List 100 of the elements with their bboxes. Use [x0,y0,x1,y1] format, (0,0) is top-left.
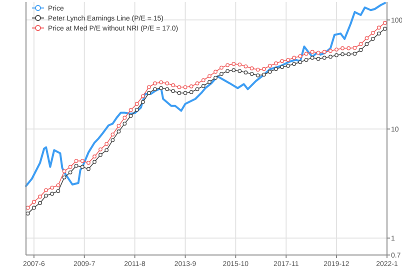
point [274,61,278,66]
point [280,59,284,63]
point [32,200,36,204]
line-series [25,2,386,188]
point [214,70,218,74]
point [214,76,218,80]
point [201,84,206,88]
point [238,62,242,66]
point [322,50,326,54]
point [310,56,314,60]
point [346,52,351,56]
point [238,69,242,73]
point [292,56,296,60]
point [232,68,236,72]
point [74,158,78,163]
point [68,170,72,174]
point [334,48,338,52]
point [382,20,387,25]
point [177,91,182,95]
point [38,201,42,205]
point [292,62,296,66]
point [298,60,302,64]
point [340,46,344,50]
point [346,46,351,50]
point [92,154,96,158]
point [104,148,109,152]
point [146,91,151,95]
point [153,87,157,92]
point [62,175,66,180]
point [316,50,320,55]
point [340,52,344,56]
point [352,46,357,50]
point [165,87,170,92]
point [153,81,157,86]
point [226,63,230,68]
point [189,90,194,94]
point [44,188,48,192]
point [195,87,200,92]
point [274,67,278,71]
point [80,158,84,163]
point [122,116,127,120]
point [382,26,387,31]
point [110,132,115,136]
point [183,91,188,95]
point [268,64,272,68]
point [220,66,224,70]
point [134,108,139,112]
point [334,53,338,58]
point [370,30,375,35]
point [159,80,164,84]
point [140,94,145,98]
point [286,64,290,68]
point [122,122,127,126]
point [286,58,290,62]
point [38,194,42,199]
point [232,62,236,66]
point [370,36,375,41]
point [208,74,212,78]
point [189,84,194,88]
point [376,26,381,30]
point [50,186,54,190]
point [68,164,72,169]
point [171,89,176,93]
point [358,42,363,46]
point [159,86,164,90]
point [244,70,248,74]
point [110,138,115,142]
point [364,36,369,40]
point [262,72,266,77]
point [304,52,308,56]
point [128,114,133,118]
point [56,183,60,188]
point [244,64,248,68]
point [92,160,96,164]
point [195,81,200,86]
point [62,169,66,174]
point [177,85,182,90]
point [134,102,139,106]
point [322,56,326,60]
point [56,189,60,193]
point [310,50,314,54]
point [50,192,54,196]
point [364,42,369,46]
point [116,124,121,128]
point [226,69,230,73]
point [316,56,320,61]
point [220,72,224,76]
point [98,152,102,157]
point [44,194,48,198]
point [140,100,145,104]
point [74,164,78,168]
point [208,80,212,84]
point [201,78,206,82]
point [250,72,254,76]
point [328,48,332,53]
point [32,206,36,210]
point [304,58,308,62]
point [376,32,381,36]
point [165,81,170,86]
point [183,85,188,90]
